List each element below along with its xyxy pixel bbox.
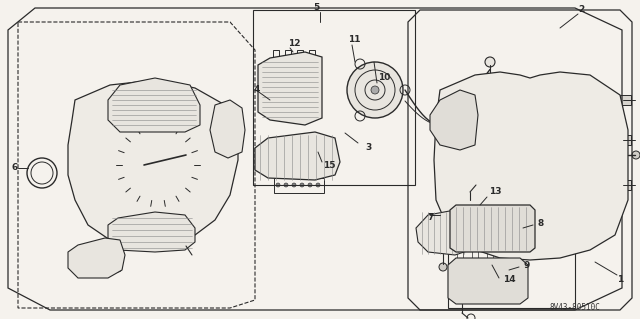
Circle shape [473, 184, 489, 200]
Circle shape [308, 183, 312, 187]
Circle shape [571, 115, 587, 131]
Circle shape [473, 115, 489, 131]
Polygon shape [258, 52, 322, 125]
Text: 15: 15 [323, 160, 335, 169]
Bar [80, 248, 115, 270]
Polygon shape [430, 90, 478, 150]
Circle shape [114, 264, 122, 272]
Polygon shape [108, 78, 200, 132]
Text: 3: 3 [365, 144, 371, 152]
Polygon shape [255, 132, 340, 180]
Text: 9: 9 [524, 261, 531, 270]
Text: 13: 13 [489, 188, 502, 197]
Polygon shape [416, 210, 472, 255]
Text: 14: 14 [503, 276, 516, 285]
Circle shape [153, 160, 163, 170]
Circle shape [439, 263, 447, 271]
Text: 2: 2 [578, 4, 584, 13]
Polygon shape [68, 238, 125, 278]
Circle shape [347, 62, 403, 118]
Circle shape [460, 88, 600, 228]
Bar [502, 250, 508, 258]
Circle shape [316, 183, 320, 187]
Circle shape [276, 183, 280, 187]
Polygon shape [434, 72, 628, 260]
Bar [274, 178, 324, 193]
Bar [309, 50, 315, 60]
Text: 11: 11 [348, 35, 360, 44]
Circle shape [632, 151, 640, 159]
Bar [472, 250, 478, 258]
Text: 4: 4 [254, 85, 260, 94]
Circle shape [568, 189, 584, 204]
Bar [273, 50, 279, 60]
Circle shape [522, 210, 538, 226]
Circle shape [522, 90, 538, 106]
Text: 10: 10 [378, 73, 390, 83]
Bar [285, 50, 291, 60]
Circle shape [371, 86, 379, 94]
Text: 12: 12 [288, 39, 301, 48]
Polygon shape [450, 205, 535, 252]
Bar [297, 50, 303, 60]
Bar [517, 250, 523, 258]
Circle shape [292, 183, 296, 187]
Polygon shape [108, 212, 195, 252]
Text: 6: 6 [12, 164, 19, 173]
Bar [460, 262, 515, 297]
Bar [487, 250, 493, 258]
Circle shape [284, 183, 288, 187]
Text: 1: 1 [617, 276, 623, 285]
Bar [615, 95, 631, 105]
Bar [615, 135, 631, 145]
Polygon shape [448, 258, 528, 304]
Circle shape [300, 183, 304, 187]
Text: 5: 5 [313, 3, 319, 11]
Text: 8V43-80510C: 8V43-80510C [550, 303, 600, 313]
Bar [615, 180, 631, 190]
Bar [457, 250, 463, 258]
Polygon shape [68, 80, 238, 248]
Text: 8: 8 [538, 219, 544, 228]
Bar [473, 181, 481, 189]
Text: 7: 7 [427, 213, 433, 222]
Polygon shape [210, 100, 245, 158]
Circle shape [485, 57, 495, 67]
